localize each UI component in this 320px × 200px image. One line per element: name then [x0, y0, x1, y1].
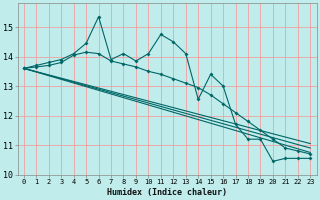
X-axis label: Humidex (Indice chaleur): Humidex (Indice chaleur)	[107, 188, 227, 197]
